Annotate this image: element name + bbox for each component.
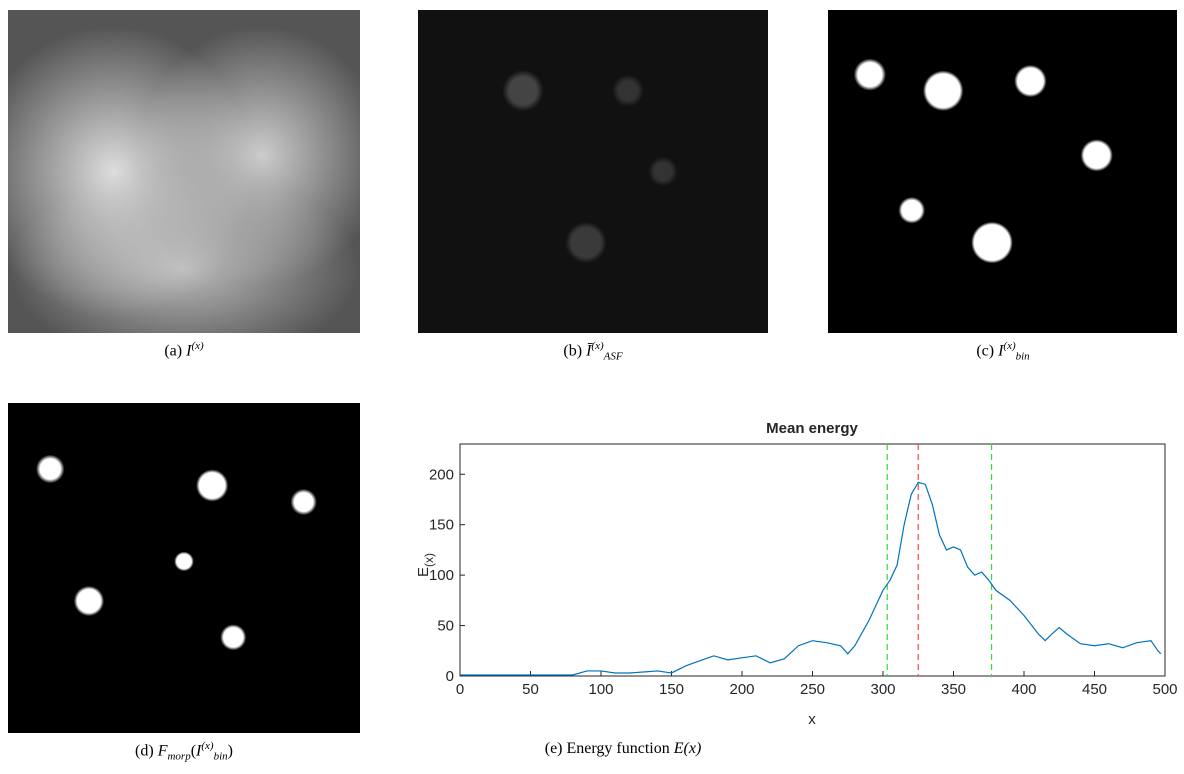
y-tick-label: 200 bbox=[429, 466, 454, 483]
x-tick-label: 300 bbox=[870, 681, 895, 698]
image-a bbox=[8, 10, 360, 333]
x-axis-label: x bbox=[808, 711, 816, 728]
x-tick-label: 250 bbox=[800, 681, 825, 698]
series-line bbox=[460, 481, 1162, 676]
x-tick-label: 100 bbox=[588, 681, 613, 698]
y-axis-label: E(x) bbox=[415, 553, 436, 577]
y-tick-label: 150 bbox=[429, 517, 454, 534]
y-tick-label: 100 bbox=[429, 567, 454, 584]
x-tick-label: 350 bbox=[941, 681, 966, 698]
caption-e: (e) Energy function E(x) bbox=[544, 740, 702, 757]
y-tick-label: 0 bbox=[446, 668, 454, 685]
x-tick-label: 450 bbox=[1082, 681, 1107, 698]
x-tick-label: 400 bbox=[1011, 681, 1036, 698]
x-tick-label: 200 bbox=[729, 681, 754, 698]
image-d bbox=[8, 403, 360, 733]
x-tick-label: 0 bbox=[456, 681, 464, 698]
caption-d: (d) Fmorp(I(x)bin) bbox=[135, 740, 233, 763]
x-tick-label: 50 bbox=[522, 681, 539, 698]
y-tick-label: 50 bbox=[437, 618, 454, 635]
caption-b: (b) Ī(x)ASF bbox=[563, 340, 623, 363]
image-c bbox=[828, 10, 1177, 333]
image-b bbox=[418, 10, 768, 333]
caption-a: (a) I(x) bbox=[164, 340, 204, 360]
caption-c: (c) I(x)bin bbox=[976, 340, 1030, 363]
x-tick-label: 150 bbox=[659, 681, 684, 698]
x-tick-label: 500 bbox=[1152, 681, 1177, 698]
chart: Mean energy x E(x) 0 50 100 150 200 250 300 350… bbox=[415, 420, 1178, 728]
chart-title: Mean energy bbox=[766, 420, 858, 437]
